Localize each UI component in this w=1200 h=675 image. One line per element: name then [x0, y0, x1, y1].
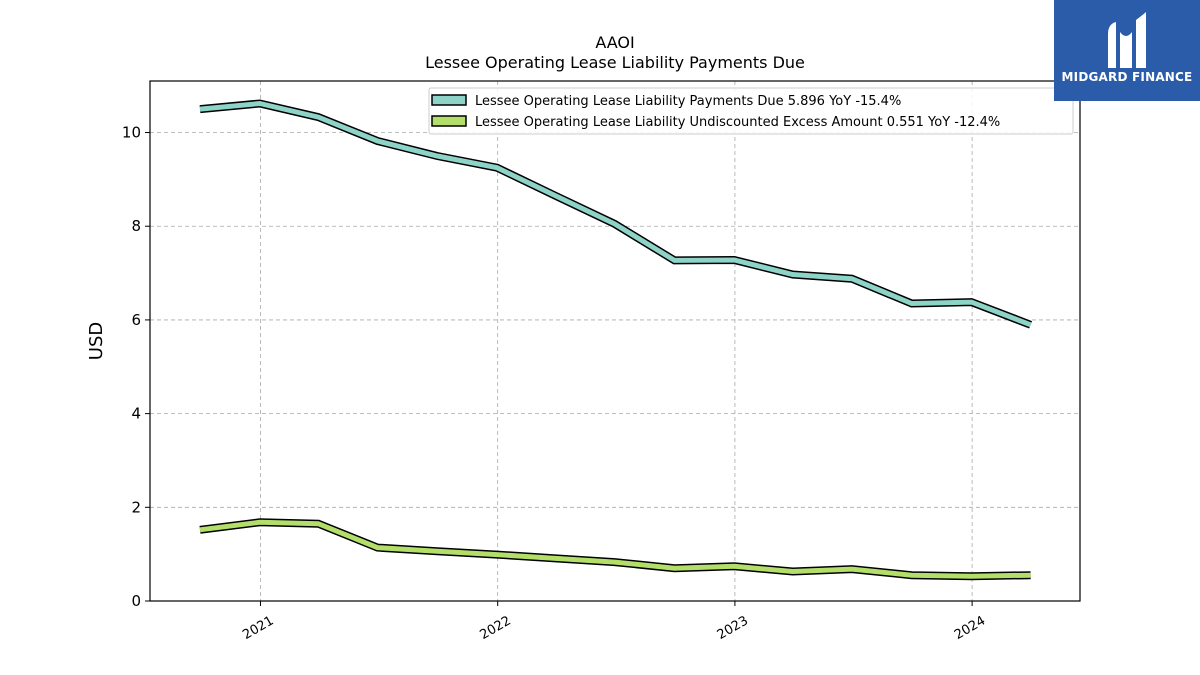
y-tick-label: 10: [122, 124, 141, 142]
y-axis: 0 2 4 6 8 10: [122, 124, 150, 610]
y-tick-label: 8: [131, 217, 141, 235]
series-line: [199, 519, 1031, 579]
series-2: [199, 518, 1031, 581]
legend: Lessee Operating Lease Liability Payment…: [428, 87, 1074, 135]
y-tick-label: 2: [131, 498, 141, 516]
brand-name: MIDGARD FINANCE: [1061, 70, 1193, 84]
series-line-outline: [199, 99, 1033, 329]
midgard-m-logo-icon: [1108, 12, 1146, 68]
brand-logo: MIDGARD FINANCE: [1054, 0, 1200, 101]
legend-box: [428, 87, 1074, 135]
legend-swatch: [431, 94, 467, 106]
series-1: [199, 99, 1033, 329]
y-axis-label: USD: [86, 322, 107, 360]
legend-entry: Lessee Operating Lease Liability Undisco…: [475, 115, 1000, 130]
plot-frame: [149, 80, 1081, 602]
y-tick-label: 6: [131, 311, 141, 329]
x-tick-label: 2024: [952, 613, 988, 643]
series-layer: [199, 99, 1033, 581]
series-line: [199, 100, 1032, 328]
x-tick-label: 2021: [240, 613, 276, 643]
x-tick-label: 2023: [715, 613, 751, 643]
chart-subtitle: Lessee Operating Lease Liability Payment…: [425, 53, 805, 72]
series-line-outline: [199, 518, 1031, 581]
x-tick-label: 2022: [478, 613, 514, 643]
legend-entry: Lessee Operating Lease Liability Payment…: [475, 94, 901, 109]
y-tick-label: 4: [131, 405, 141, 423]
y-tick-label: 0: [131, 592, 141, 610]
x-axis: 2021 2022 2023 2024: [240, 601, 988, 643]
legend-swatch: [431, 115, 467, 127]
chart-title: AAOI: [595, 33, 634, 52]
